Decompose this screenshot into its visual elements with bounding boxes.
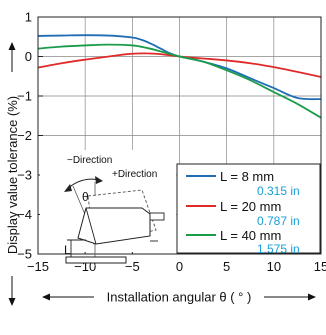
legend-sub-8mm: 0.315 in: [257, 184, 300, 198]
y-tick-label: −5: [17, 247, 32, 262]
y-tick-label: −3: [17, 168, 32, 183]
x-tick-label: −15: [27, 259, 49, 274]
legend-label-8mm: L = 8 mm: [220, 169, 274, 184]
legend-label-20mm: L = 20 mm: [220, 199, 281, 214]
legend: L = 8 mm 0.315 in L = 20 mm 0.787 in L =…: [176, 163, 321, 256]
minus-direction-arrow-icon: [64, 184, 72, 192]
series-lines: [37, 34, 322, 119]
x-tick-label: 0: [176, 259, 183, 274]
legend-label-40mm: L = 40 mm: [220, 228, 281, 243]
y-axis-title: Display value tolerance (%): [5, 96, 20, 254]
x-axis-title-group: Installation angular θ ( ° ): [42, 290, 316, 305]
sensor-cable-connector: [149, 212, 165, 221]
series-line-0: [37, 34, 322, 101]
series-line-2: [37, 43, 322, 119]
legend-box: [176, 163, 321, 254]
y-tick-label: 1: [25, 10, 32, 25]
y-tick-label: 0: [25, 49, 32, 64]
minus-direction-label: −Direction: [67, 155, 112, 166]
installation-diagram: −Direction +Direction θ L: [40, 150, 176, 266]
y-axis-arrow-down-icon: [8, 298, 16, 306]
legend-sub-20mm: 0.787 in: [257, 214, 300, 228]
y-tick-label: −4: [17, 207, 32, 222]
target-surface: [65, 256, 127, 264]
y-axis-title-group: Display value tolerance (%): [5, 42, 20, 306]
theta-label: θ: [82, 190, 89, 204]
legend-sub-40mm: 1.575 in: [257, 242, 300, 256]
sensor-head-edge: [85, 207, 97, 245]
plus-direction-arrow-icon: [95, 176, 103, 184]
x-axis-title: Installation angular θ ( ° ): [107, 290, 252, 305]
y-tick-label: −2: [17, 128, 32, 143]
y-tick-labels: 1 0 −1 −2 −3 −4 −5: [17, 10, 43, 262]
y-axis-arrow-up-icon: [8, 42, 16, 50]
plus-direction-label: +Direction: [112, 169, 157, 180]
y-tick-label: −1: [17, 89, 32, 104]
x-axis-arrow-left-icon: [42, 293, 50, 301]
distance-l-label: L: [64, 243, 71, 257]
x-tick-label: 5: [223, 259, 230, 274]
x-tick-label: 10: [267, 259, 281, 274]
x-tick-label: −5: [125, 259, 140, 274]
x-axis-arrow-right-icon: [308, 293, 316, 301]
x-tick-label: 15: [314, 259, 326, 274]
